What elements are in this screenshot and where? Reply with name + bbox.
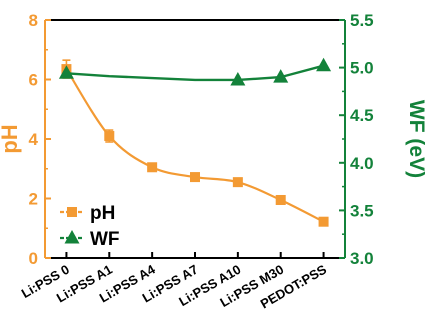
wf-series (58, 57, 332, 86)
right-tick-label: 5.0 (350, 59, 374, 78)
left-tick-label: 6 (29, 71, 38, 90)
legend-wf-label: WF (90, 229, 120, 250)
ph-point (104, 131, 115, 142)
wf-point (273, 69, 289, 83)
ph-series (61, 59, 329, 227)
legend: pH WF (60, 203, 120, 250)
left-tick-label: 2 (29, 190, 38, 209)
wf-point (58, 65, 74, 79)
legend-wf-marker (64, 230, 80, 244)
right-tick-label: 4.0 (350, 154, 374, 173)
right-tick-label: 3.0 (350, 249, 374, 268)
legend-ph-label: pH (90, 203, 115, 224)
legend-ph-marker (67, 207, 77, 217)
ph-point (190, 172, 200, 183)
wf-point (230, 71, 246, 86)
right-tick-label: 4.5 (350, 106, 374, 125)
y-axis-title-right: WF (eV) (405, 100, 425, 178)
right-tick-label: 5.5 (350, 11, 374, 30)
left-tick-label: 8 (29, 11, 38, 30)
right-tick-label: 3.5 (350, 201, 374, 220)
ph-point (232, 177, 243, 188)
left-tick-label: 0 (29, 249, 38, 268)
left-tick-label: 4 (29, 130, 39, 149)
ph-point (318, 216, 329, 227)
y-axis-title-left: pH (0, 124, 22, 153)
ph-point (147, 162, 158, 173)
wf-point (316, 57, 332, 72)
ph-point (275, 194, 286, 205)
